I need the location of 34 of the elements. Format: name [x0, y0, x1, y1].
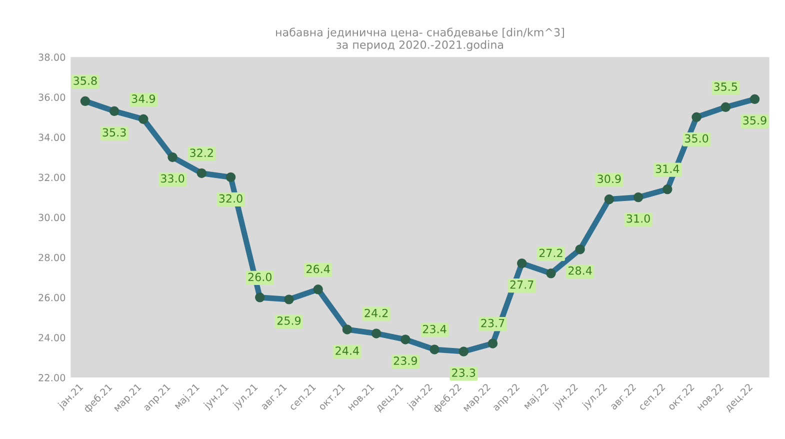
data-label: 28.4: [568, 266, 592, 275]
y-tick-label: 26.00: [38, 294, 66, 302]
data-label: 30.9: [598, 174, 621, 184]
data-label: 33.0: [161, 174, 184, 183]
y-tick-label: 32.00: [38, 174, 66, 182]
data-label: 35.3: [102, 128, 126, 137]
data-label: 24.4: [336, 346, 359, 355]
y-tick-label: 36.00: [38, 94, 66, 101]
y-tick-label: 30.00: [38, 214, 66, 222]
data-label: 24.2: [364, 308, 388, 318]
data-label: 31.0: [626, 214, 650, 223]
chart-title: набавна јединична цена- снабдевање [din/km^3] за период 2020.-2021.godina: [276, 28, 564, 52]
y-tick-label: 28.00: [38, 254, 66, 262]
data-label: 23.9: [394, 356, 418, 365]
data-label: 35.9: [743, 116, 766, 125]
y-tick-label: 24.00: [38, 334, 66, 342]
data-label: 35.8: [74, 76, 97, 85]
data-label: 27.2: [539, 248, 562, 258]
data-label: 23.3: [452, 368, 476, 377]
data-label: 34.9: [132, 94, 156, 103]
data-label: 23.4: [422, 324, 446, 334]
y-tick-label: 22.00: [38, 374, 66, 382]
data-label: 26.0: [248, 272, 272, 282]
y-tick-label: 34.00: [38, 134, 66, 142]
data-label: 35.5: [714, 82, 738, 91]
data-label: 32.2: [190, 148, 213, 158]
data-label: 31.4: [656, 164, 680, 174]
data-label: 23.7: [481, 318, 504, 328]
data-label: 25.9: [277, 316, 301, 325]
data-label: 27.7: [510, 280, 534, 289]
data-label: 32.0: [219, 194, 242, 203]
data-label: 35.0: [685, 134, 708, 143]
data-label: 26.4: [306, 264, 330, 274]
y-tick-label: 38.00: [38, 54, 66, 61]
